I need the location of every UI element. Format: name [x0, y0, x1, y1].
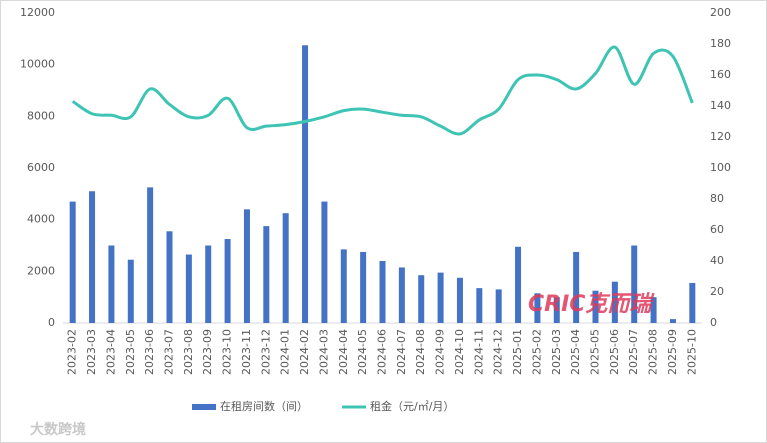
legend-label: 在租房间数（间） [220, 400, 308, 413]
x-tick-label: 2023-05 [124, 329, 137, 375]
bar [669, 319, 676, 323]
bar [321, 201, 328, 323]
watermark: 大数跨境 [30, 421, 86, 438]
bar [69, 201, 76, 323]
x-tick-label: 2023-07 [163, 329, 176, 375]
y2-tick-label: 120 [710, 130, 731, 143]
x-tick-label: 2024-02 [298, 329, 311, 375]
y2-tick-label: 20 [710, 285, 724, 298]
x-tick-label: 2024-03 [317, 329, 330, 375]
bar [476, 288, 483, 323]
y2-tick-label: 80 [710, 192, 724, 205]
bar [398, 267, 405, 323]
bar [263, 226, 270, 323]
y-tick-label: 12000 [20, 6, 55, 19]
x-tick-label: 2023-08 [182, 329, 195, 375]
x-tick-label: 2023-06 [143, 329, 156, 375]
bar [205, 245, 212, 323]
bar [437, 272, 444, 323]
y2-tick-label: 140 [710, 99, 731, 112]
bar [185, 254, 192, 323]
y-tick-label: 10000 [20, 58, 55, 71]
x-tick-label: 2024-07 [395, 329, 408, 375]
legend-swatch [192, 404, 216, 410]
bar [127, 259, 134, 323]
x-tick-label: 2024-09 [434, 329, 447, 375]
x-tick-label: 2023-02 [66, 329, 79, 375]
x-tick-label: 2025-05 [589, 329, 602, 375]
x-tick-label: 2023-09 [201, 329, 214, 375]
x-tick-label: 2025-07 [627, 329, 640, 375]
y2-tick-label: 100 [710, 161, 731, 174]
x-tick-label: 2024-01 [279, 329, 292, 375]
y2-tick-label: 0 [710, 316, 717, 329]
bar [534, 293, 541, 323]
x-tick-label: 2023-03 [85, 329, 98, 375]
x-tick-label: 2024-10 [453, 329, 466, 375]
watermark: CRIC克而瑞 [528, 292, 655, 317]
bar [243, 209, 250, 323]
bar [573, 251, 580, 323]
bar [282, 213, 289, 323]
y-tick-label: 8000 [27, 109, 55, 122]
bar [340, 249, 347, 323]
bar [418, 275, 425, 323]
bar [224, 239, 231, 323]
x-tick-label: 2024-05 [356, 329, 369, 375]
bar [108, 245, 115, 323]
y-tick-label: 6000 [27, 161, 55, 174]
bar [456, 277, 463, 323]
y2-tick-label: 200 [710, 6, 731, 19]
bar [553, 297, 560, 323]
x-tick-label: 2023-10 [221, 329, 234, 375]
y2-tick-label: 160 [710, 68, 731, 81]
legend-label: 租金（元/㎡/月） [370, 399, 454, 413]
bar [631, 245, 638, 323]
x-tick-label: 2023-11 [240, 329, 253, 375]
y2-tick-label: 60 [710, 223, 724, 236]
x-tick-label: 2024-12 [492, 329, 505, 375]
bar [592, 290, 599, 323]
bar [166, 231, 173, 323]
y2-tick-label: 40 [710, 254, 724, 267]
x-tick-label: 2024-11 [472, 329, 485, 375]
bar [611, 281, 618, 323]
bar [650, 297, 657, 323]
x-tick-label: 2025-08 [647, 329, 660, 375]
x-tick-label: 2024-06 [376, 329, 389, 375]
x-tick-label: 2024-08 [414, 329, 427, 375]
x-tick-label: 2025-01 [511, 329, 524, 375]
x-tick-label: 2023-04 [104, 329, 117, 375]
bar [515, 246, 522, 323]
x-tick-label: 2025-06 [608, 329, 621, 375]
bar [147, 187, 154, 323]
bar [302, 45, 309, 324]
x-tick-label: 2025-02 [530, 329, 543, 375]
bar [360, 251, 367, 323]
y-tick-label: 4000 [27, 213, 55, 226]
x-tick-label: 2023-12 [259, 329, 272, 375]
bar [379, 261, 386, 323]
line [71, 45, 694, 136]
bar [495, 289, 502, 323]
bar [89, 191, 96, 323]
x-tick-label: 2025-10 [685, 329, 698, 375]
y2-tick-label: 180 [710, 37, 731, 50]
y-tick-label: 2000 [27, 264, 55, 277]
x-tick-label: 2024-04 [337, 329, 350, 375]
x-tick-label: 2025-04 [569, 329, 582, 375]
x-tick-label: 2025-09 [666, 329, 679, 375]
x-tick-label: 2025-03 [550, 329, 563, 375]
y-tick-label: 0 [48, 316, 55, 329]
bar [689, 282, 696, 323]
